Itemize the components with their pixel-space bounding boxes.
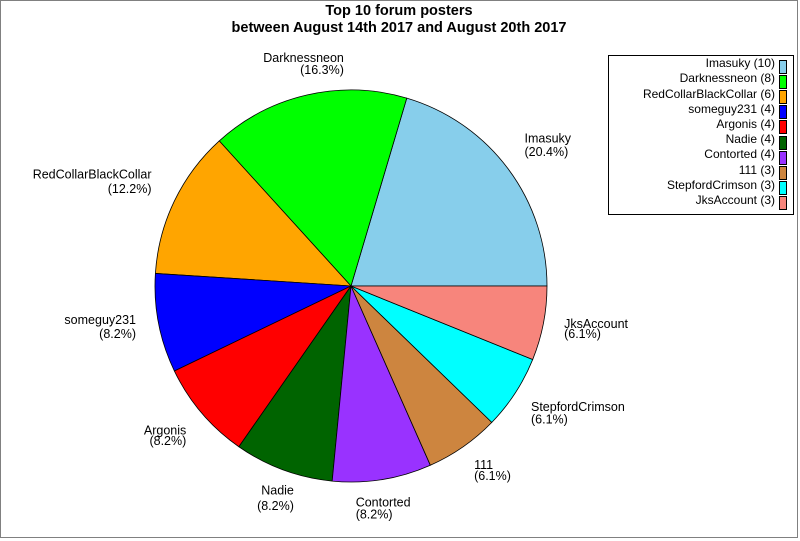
svg-text:(8.2%): (8.2%): [356, 508, 393, 522]
svg-text:Imasuky: Imasuky: [525, 132, 572, 146]
svg-text:(6.1%): (6.1%): [531, 413, 568, 427]
svg-text:(8.2%): (8.2%): [257, 499, 294, 513]
svg-text:(6.1%): (6.1%): [474, 469, 511, 483]
svg-text:(16.3%): (16.3%): [300, 63, 344, 77]
svg-text:(6.1%): (6.1%): [564, 327, 601, 341]
svg-text:RedCollarBlackCollar: RedCollarBlackCollar: [33, 168, 152, 182]
svg-text:(12.2%): (12.2%): [108, 182, 152, 196]
svg-text:(8.2%): (8.2%): [149, 434, 186, 448]
svg-text:(20.4%): (20.4%): [525, 145, 569, 159]
svg-text:someguy231: someguy231: [64, 313, 136, 327]
svg-text:(8.2%): (8.2%): [99, 327, 136, 341]
svg-text:Nadie: Nadie: [261, 484, 294, 498]
